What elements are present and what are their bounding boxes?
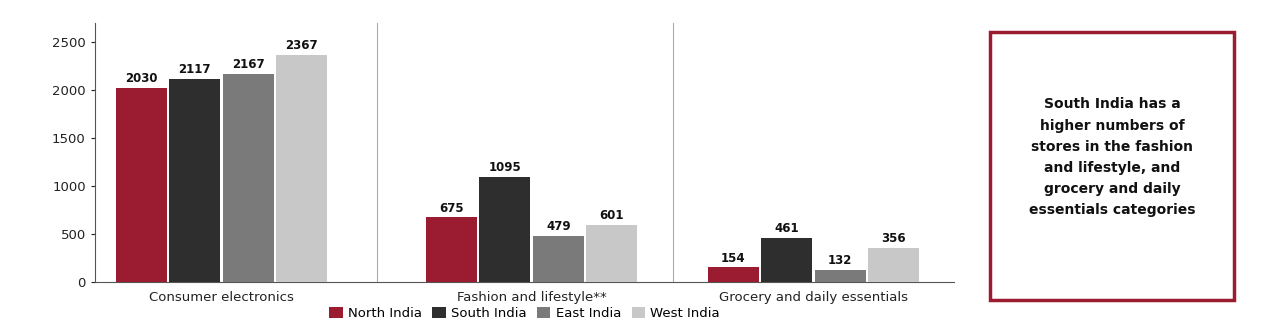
FancyBboxPatch shape xyxy=(990,32,1235,300)
Legend: North India, South India, East India, West India: North India, South India, East India, We… xyxy=(324,302,726,325)
Text: 1095: 1095 xyxy=(488,161,521,174)
Bar xyxy=(116,88,167,282)
Text: 675: 675 xyxy=(439,202,464,214)
Bar xyxy=(169,79,220,282)
Bar xyxy=(222,74,274,282)
Text: 461: 461 xyxy=(775,222,799,235)
Bar xyxy=(479,177,531,282)
Bar xyxy=(426,217,477,282)
Bar xyxy=(708,268,758,282)
Text: 2167: 2167 xyxy=(233,58,264,71)
Text: 601: 601 xyxy=(599,209,624,222)
Bar xyxy=(586,224,637,282)
Bar xyxy=(868,248,919,282)
Text: 479: 479 xyxy=(546,220,570,233)
Text: 2367: 2367 xyxy=(286,39,319,52)
Text: 132: 132 xyxy=(828,254,852,267)
Text: South India has a
higher numbers of
stores in the fashion
and lifestyle, and
gro: South India has a higher numbers of stor… xyxy=(1029,97,1196,217)
Bar xyxy=(277,55,327,282)
Bar xyxy=(761,238,811,282)
Text: 356: 356 xyxy=(881,232,906,245)
Bar xyxy=(533,236,584,282)
Text: 2117: 2117 xyxy=(178,63,211,76)
Bar xyxy=(815,270,866,282)
Text: 2030: 2030 xyxy=(125,72,158,85)
Text: 154: 154 xyxy=(720,252,746,265)
